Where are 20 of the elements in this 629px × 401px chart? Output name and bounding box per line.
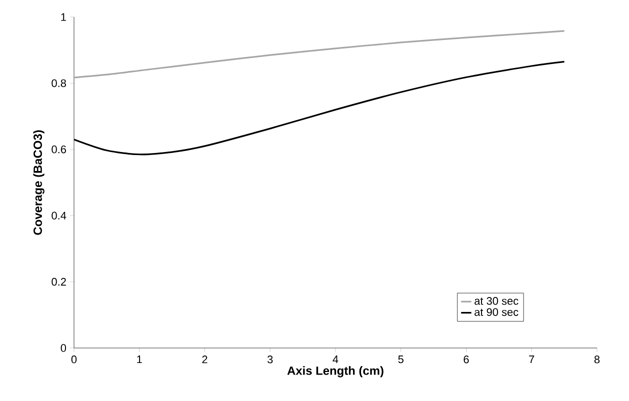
- legend-label: at 30 sec: [474, 297, 518, 305]
- x-tick-label: 2: [202, 356, 208, 364]
- y-tick-label: 0.2: [52, 278, 66, 286]
- y-axis-title: Coverage (BaCO3): [33, 130, 44, 235]
- x-tick-label: 8: [594, 356, 600, 364]
- x-tick-label: 7: [529, 356, 534, 364]
- y-tick-label: 0.4: [52, 212, 66, 220]
- y-tick-label: 0: [60, 344, 66, 352]
- y-tick-label: 0.8: [52, 79, 66, 88]
- x-axis-title: Axis Length (cm): [287, 366, 384, 378]
- x-tick-label: 4: [332, 356, 338, 364]
- x-tick-label: 0: [71, 356, 77, 364]
- line-series: [74, 30, 566, 78]
- y-tick-label: 1: [61, 13, 66, 21]
- x-tick-label: 3: [267, 356, 273, 364]
- x-tick-label: 5: [398, 356, 404, 364]
- y-tick-label: 0.6: [52, 146, 66, 154]
- legend-label: at 90 sec: [474, 308, 518, 316]
- x-tick-label: 6: [464, 356, 469, 364]
- x-tick-label: 1: [137, 356, 142, 364]
